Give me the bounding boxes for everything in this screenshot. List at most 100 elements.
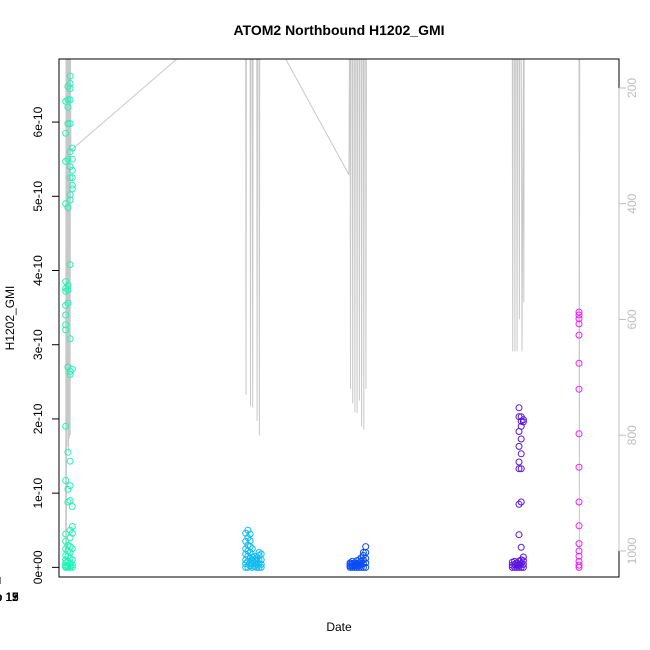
data-point <box>68 503 76 510</box>
data-point <box>62 545 70 553</box>
data-point <box>519 416 527 424</box>
data-point <box>64 203 72 211</box>
data-point <box>64 286 72 294</box>
data-point <box>242 545 250 553</box>
data-point <box>66 174 74 182</box>
y-tick-label: 6e-10 <box>31 106 45 137</box>
data-point <box>66 96 74 104</box>
right-tick-label: 800 <box>625 425 639 445</box>
data-point <box>575 547 583 555</box>
data-point <box>519 418 527 426</box>
data-point <box>575 463 583 471</box>
data-point <box>68 166 76 174</box>
right-tick-label: 1000 <box>625 537 639 564</box>
data-point <box>257 560 265 568</box>
data-point <box>517 450 525 458</box>
data-point <box>62 301 70 309</box>
data-point <box>64 448 72 456</box>
right-tick-label: 400 <box>625 193 639 213</box>
data-point <box>66 543 74 551</box>
data-point <box>515 465 523 473</box>
y-tick-label: 0e+00 <box>31 550 45 584</box>
data-point <box>68 545 76 553</box>
right-tick-label: 600 <box>625 309 639 329</box>
data-point <box>575 331 583 339</box>
plot-frame <box>58 58 620 578</box>
data-point <box>64 485 72 493</box>
data-point <box>517 543 525 551</box>
data-point <box>246 530 254 538</box>
data-point <box>64 363 72 371</box>
data-point <box>359 549 367 556</box>
data-point <box>515 531 523 539</box>
data-point <box>68 561 76 569</box>
data-point <box>64 552 72 560</box>
data-point <box>68 556 76 564</box>
data-point <box>362 543 370 551</box>
data-point <box>68 155 76 163</box>
data-point <box>64 299 72 307</box>
data-point <box>62 537 70 545</box>
right-tick-label: 200 <box>625 78 639 98</box>
data-point <box>575 552 583 560</box>
data-point <box>575 320 583 328</box>
data-point <box>66 482 74 490</box>
y-axis-right: 200 400 600 800 1000 <box>618 78 639 564</box>
data-points-layer <box>62 72 583 571</box>
data-point <box>257 563 265 571</box>
x-tick-label: Feb 13 <box>0 590 19 604</box>
altitude-trace-line <box>65 58 581 552</box>
data-point <box>66 261 74 269</box>
data-point <box>64 103 72 111</box>
data-point <box>362 563 370 571</box>
data-point <box>68 181 76 189</box>
data-point <box>62 422 70 430</box>
y-axis-title: H1202_GMI <box>3 286 17 351</box>
data-point <box>517 422 525 430</box>
data-point <box>517 498 525 506</box>
y-tick-label: 1e-10 <box>31 477 45 508</box>
data-point <box>515 442 523 450</box>
data-point <box>66 85 74 93</box>
data-point <box>515 500 523 508</box>
data-point <box>257 550 265 558</box>
y-tick-label: 2e-10 <box>31 403 45 434</box>
x-axis-title: Date <box>326 620 352 634</box>
data-point <box>519 557 527 565</box>
data-point <box>68 144 76 152</box>
data-point <box>575 311 583 319</box>
data-point <box>242 563 250 571</box>
data-point <box>248 545 256 553</box>
x-tick-label: Feb 19 <box>0 590 19 604</box>
altitude-trace-layer <box>65 58 581 552</box>
data-point <box>519 563 527 571</box>
y-tick-label: 5e-10 <box>31 181 45 212</box>
y-axis: 0e+00 1e-10 2e-10 3e-10 4e-10 5e-10 6e-10 <box>31 106 60 584</box>
data-point <box>517 465 525 473</box>
data-point <box>575 430 583 438</box>
x-tick-label: Feb 17 <box>0 590 19 604</box>
data-point <box>66 148 74 156</box>
data-point <box>575 385 583 393</box>
data-point <box>68 523 76 530</box>
chart-title: ATOM2 Northbound H1202_GMI <box>233 22 444 38</box>
data-point <box>64 96 72 104</box>
data-point <box>64 281 72 289</box>
data-point <box>62 157 70 165</box>
data-point <box>362 559 370 567</box>
data-point <box>66 120 74 128</box>
data-point <box>575 359 583 367</box>
data-point <box>64 155 72 163</box>
data-point <box>515 404 523 412</box>
x-axis: Feb 11Feb 13Feb 15Feb 17Feb 19 <box>0 577 19 604</box>
data-point <box>575 315 583 323</box>
data-point <box>62 278 70 286</box>
data-point <box>515 458 523 466</box>
data-point <box>62 326 70 334</box>
data-point <box>62 321 70 329</box>
data-point <box>62 477 70 484</box>
data-point <box>68 365 76 373</box>
y-tick-label: 4e-10 <box>31 255 45 286</box>
data-point <box>517 435 525 443</box>
